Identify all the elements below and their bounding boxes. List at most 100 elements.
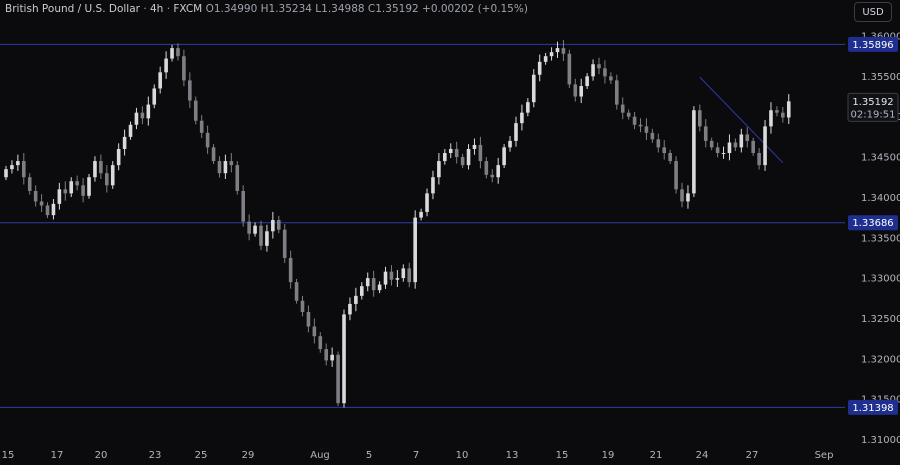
- candle: [330, 347, 334, 367]
- candle: [591, 59, 595, 81]
- candlestick-series: [4, 40, 791, 408]
- date-tick: Sep: [815, 450, 834, 461]
- candle: [276, 215, 281, 234]
- candle-body: [235, 165, 240, 191]
- source-label: FXCM: [173, 3, 203, 15]
- candle: [253, 222, 257, 237]
- candle-body: [306, 311, 311, 327]
- candle: [668, 149, 672, 164]
- candle-body: [709, 140, 714, 148]
- candle-body: [597, 64, 601, 69]
- candle: [514, 116, 518, 147]
- candle: [609, 72, 613, 85]
- candle-body: [609, 76, 613, 81]
- candle: [51, 199, 56, 220]
- candle-body: [253, 225, 257, 234]
- candle-body: [312, 326, 317, 337]
- candle: [342, 309, 346, 408]
- candle: [407, 262, 412, 288]
- candle-body: [721, 153, 726, 155]
- candle-body: [57, 189, 62, 204]
- candle-body: [188, 80, 192, 101]
- candle: [265, 224, 269, 252]
- date-tick: 29: [242, 450, 255, 461]
- candle: [182, 49, 186, 87]
- candle-body: [573, 84, 578, 97]
- candle-body: [484, 161, 489, 175]
- candle: [87, 173, 91, 199]
- candle: [490, 169, 495, 183]
- candle-body: [93, 161, 97, 178]
- candle-body: [425, 193, 429, 212]
- candle: [21, 153, 26, 185]
- candle-body: [158, 72, 162, 89]
- date-tick: 17: [51, 450, 64, 461]
- candle-body: [407, 268, 412, 283]
- candle-body: [549, 52, 554, 57]
- candle: [348, 297, 352, 321]
- candle-body: [223, 161, 228, 174]
- candle: [769, 102, 773, 134]
- candle-body: [389, 271, 394, 280]
- level-tag-label: 1.33686: [852, 218, 893, 229]
- candle: [282, 224, 287, 264]
- candle-body: [342, 314, 346, 404]
- candle-body: [87, 177, 91, 196]
- candle: [371, 270, 376, 297]
- candle-body: [698, 110, 702, 127]
- candle: [745, 127, 750, 148]
- candle: [496, 157, 500, 184]
- candle: [16, 154, 20, 171]
- candle: [579, 78, 584, 104]
- candle-body: [152, 88, 157, 105]
- candle: [419, 208, 423, 221]
- candle: [69, 177, 74, 197]
- candle: [549, 47, 554, 61]
- date-tick: 25: [195, 450, 208, 461]
- candle: [698, 104, 702, 132]
- candle-body: [348, 303, 352, 315]
- candle: [336, 351, 340, 407]
- interval-label: 4h: [150, 3, 164, 15]
- candle-body: [514, 123, 518, 141]
- candle-body: [182, 56, 186, 81]
- candle: [502, 144, 506, 169]
- candle-body: [288, 257, 293, 283]
- candle-body: [146, 104, 151, 119]
- candle-body: [105, 173, 109, 186]
- candle: [75, 175, 79, 191]
- candle: [739, 128, 744, 153]
- candle-body: [134, 112, 139, 125]
- candle: [57, 182, 62, 210]
- date-tick: 23: [149, 450, 162, 461]
- candle: [709, 137, 714, 151]
- candle: [751, 137, 755, 156]
- candle-body: [733, 142, 738, 148]
- date-tick: 21: [650, 450, 663, 461]
- time-axis: 15 17 20 23 25 29 Aug 5 7 10 13 15 19 21 24 27 Sep: [2, 450, 834, 461]
- candle-body: [555, 48, 560, 53]
- candle: [775, 106, 779, 117]
- candle-body: [247, 221, 251, 234]
- candle-body: [116, 148, 121, 166]
- candle: [460, 153, 465, 169]
- candle-body: [561, 48, 566, 54]
- candle-body: [431, 177, 435, 194]
- candle: [128, 121, 133, 140]
- candle-body: [122, 136, 127, 149]
- chart-legend: British Pound / U.S. Dollar · 4h · FXCM …: [5, 3, 528, 15]
- candle-body: [229, 161, 234, 166]
- candle-body: [437, 161, 441, 178]
- candle-body: [454, 148, 459, 158]
- candle: [443, 148, 447, 165]
- candle: [188, 72, 192, 108]
- candle: [543, 52, 548, 65]
- candle-body: [644, 126, 649, 133]
- currency-button[interactable]: USD: [854, 2, 892, 22]
- candle: [27, 173, 32, 195]
- candle: [626, 109, 631, 120]
- candle: [63, 181, 68, 201]
- candle: [300, 295, 305, 317]
